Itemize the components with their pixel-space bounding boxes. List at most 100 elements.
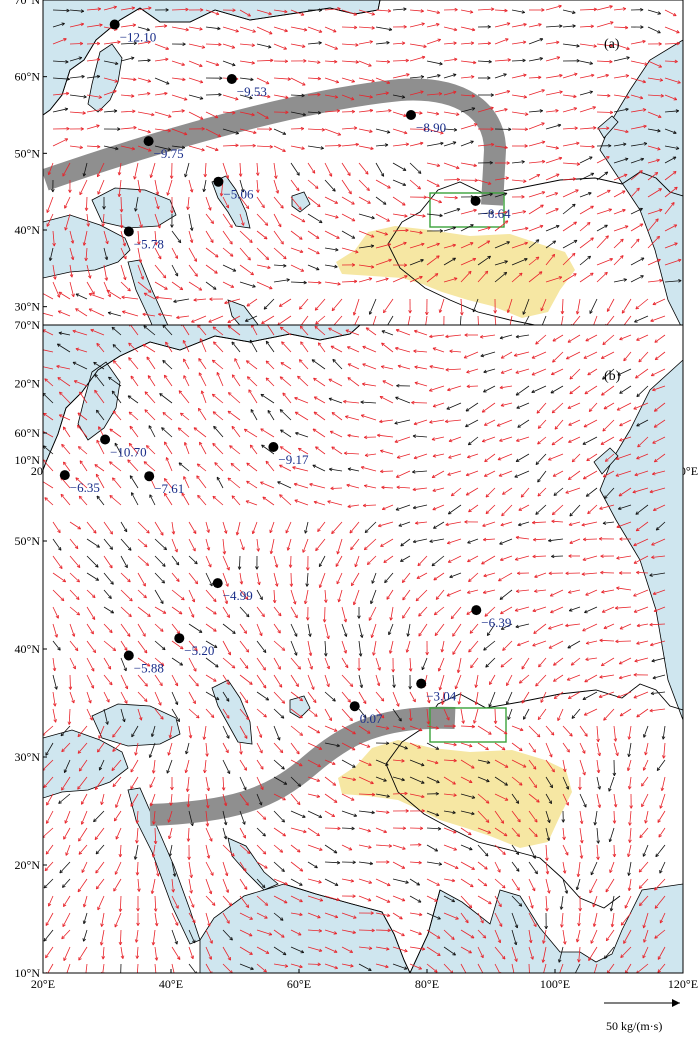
wind-vector-arrow <box>402 589 411 601</box>
wind-vector-arrowhead <box>616 556 620 560</box>
station-marker <box>470 195 481 206</box>
wind-vector-arrow <box>392 844 406 850</box>
wind-vector-arrowhead <box>398 523 403 527</box>
wind-vector-arrow <box>256 230 268 240</box>
wind-vector-arrowhead <box>267 265 271 270</box>
wind-vector-arrowhead <box>602 376 606 380</box>
wind-vector-arrow <box>494 90 511 96</box>
wind-vector-arrowhead <box>129 597 133 602</box>
wind-vector-arrow <box>511 844 520 855</box>
wind-vector-arrowhead <box>497 457 502 461</box>
wind-vector-arrowhead <box>333 59 338 64</box>
wind-vector-arrowhead <box>265 256 270 261</box>
wind-vector-arrow <box>43 349 54 353</box>
wind-vector-arrow <box>52 623 58 638</box>
wind-vector-arrow <box>44 861 54 871</box>
wind-vector-arrow <box>222 674 230 685</box>
wind-vector-arrowhead <box>124 700 128 704</box>
wind-vector-arrow <box>199 441 207 455</box>
wind-vector-arrowhead <box>572 203 576 208</box>
wind-vector-arrow <box>256 759 264 770</box>
wind-vector-arrowhead <box>327 500 331 504</box>
wind-vector-arrowhead <box>501 746 506 751</box>
wind-vector-arrowhead <box>673 224 678 228</box>
wind-vector-arrowhead <box>657 969 661 973</box>
wind-vector-arrowhead <box>372 652 376 656</box>
wind-vector-arrow <box>212 495 224 506</box>
wind-vector-arrow <box>152 844 156 858</box>
wind-vector-arrowhead <box>154 242 158 246</box>
wind-vector-arrowhead <box>499 596 504 600</box>
wind-vector-arrowhead <box>524 112 529 116</box>
wind-vector-arrowhead <box>649 622 653 627</box>
wind-vector-arrowhead <box>515 624 519 629</box>
wind-vector-arrow <box>477 742 489 751</box>
wind-vector-arrow <box>212 393 224 404</box>
wind-vector-arrowhead <box>504 108 508 112</box>
wind-vector-arrow <box>579 8 597 11</box>
wind-vector-arrow <box>498 470 513 477</box>
wind-vector-arrowhead <box>283 781 288 785</box>
wind-vector-arrowhead <box>224 530 228 534</box>
wind-vector-arrow <box>239 878 248 890</box>
wind-vector-arrowhead <box>535 511 539 515</box>
wind-vector-arrow <box>81 793 88 805</box>
wind-vector-arrow <box>249 444 258 455</box>
wind-vector-arrow <box>616 402 632 411</box>
wind-vector-arrow <box>445 521 462 526</box>
wind-vector-arrowhead <box>401 759 405 763</box>
wind-vector-arrow <box>443 128 457 131</box>
wind-vector-arrowhead <box>402 182 407 186</box>
wind-vector-arrowhead <box>379 419 383 424</box>
wind-vector-arrow <box>44 378 54 387</box>
wind-vector-arrow <box>143 292 156 300</box>
wind-vector-arrowhead <box>332 782 337 786</box>
wind-vector-arrow <box>364 485 377 489</box>
wind-vector-arrow <box>212 411 224 421</box>
wind-vector-arrowhead <box>99 23 103 27</box>
wind-vector-arrowhead <box>313 396 318 400</box>
wind-vector-arrowhead <box>582 771 586 776</box>
wind-vector-arrowhead <box>45 752 49 756</box>
wind-vector-arrow <box>630 275 644 283</box>
wind-vector-arrow <box>227 315 241 323</box>
wind-vector-arrow <box>511 929 517 946</box>
wind-vector-arrow <box>307 844 323 851</box>
wind-vector-arrowhead <box>468 578 472 583</box>
wind-vector-arrowhead <box>205 804 210 809</box>
wind-vector-arrowhead <box>316 729 321 734</box>
wind-vector-arrow <box>171 264 179 277</box>
wind-vector-arrowhead <box>658 42 662 46</box>
wind-vector-arrowhead <box>264 222 269 226</box>
wind-vector-arrow <box>290 555 292 568</box>
wind-vector-arrowhead <box>95 577 100 581</box>
wind-vector-arrowhead <box>212 326 217 331</box>
wind-vector-arrow <box>120 42 137 45</box>
wind-vector-arrow <box>367 555 377 565</box>
wind-vector-arrowhead <box>401 777 405 782</box>
wind-vector-arrow <box>324 657 330 670</box>
wind-vector-arrowhead <box>118 853 123 858</box>
wind-vector-arrowhead <box>503 730 508 735</box>
wind-vector-arrow <box>208 315 224 323</box>
wind-vector-arrow <box>188 878 192 894</box>
wind-vector-arrow <box>494 211 508 215</box>
wind-vector-arrow <box>426 23 440 28</box>
wind-vector-arrow <box>273 555 278 568</box>
wind-vector-arrowhead <box>418 931 422 936</box>
wind-vector-arrowhead <box>108 376 112 381</box>
wind-vector-arrow <box>58 793 71 804</box>
wind-vector-arrow <box>239 827 246 839</box>
wind-vector-arrowhead <box>170 210 174 214</box>
wind-vector-arrowhead <box>503 73 507 77</box>
wind-vector-arrow <box>307 776 320 782</box>
wind-vector-arrow <box>154 623 164 632</box>
wind-vector-arrow <box>579 844 583 859</box>
wind-vector-arrow <box>400 538 411 547</box>
wind-vector-arrowhead <box>468 508 472 513</box>
wind-vector-arrowhead <box>303 27 308 32</box>
wind-vector-arrow <box>137 41 151 45</box>
wind-vector-arrow <box>650 691 666 694</box>
wind-vector-arrowhead <box>330 345 335 350</box>
wind-vector-arrow <box>171 9 189 11</box>
